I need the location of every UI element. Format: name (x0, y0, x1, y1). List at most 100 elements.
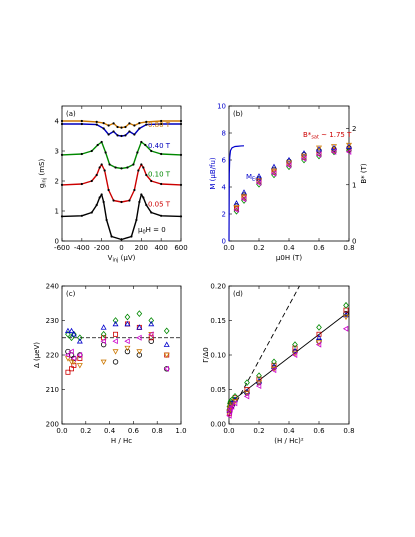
panel-c-marker (65, 369, 71, 375)
panel-b-ytick-label: 10 (217, 103, 226, 111)
panel-d-marker (244, 379, 250, 386)
panel-b-marker (300, 155, 307, 162)
panel-d-ytick-label: 0.05 (210, 386, 226, 394)
panel-d-marker (226, 408, 233, 415)
panel-b-marker (315, 151, 322, 158)
panel-b-marker (301, 150, 307, 156)
panel-c-marker (71, 362, 77, 368)
panel-a-xlabel-sub: inj (112, 258, 118, 264)
panel-d-marker (256, 380, 262, 386)
panel-a-data-point (60, 153, 64, 156)
panel-d-marker (343, 314, 349, 321)
panel-a-data-point (160, 152, 163, 156)
panel-b-tag: (b) (233, 110, 243, 118)
panel-a-ytick-label: 1 (55, 208, 59, 216)
panel-c-ytick-label: 210 (46, 386, 59, 394)
panel-c-xtick-label: 0.4 (104, 427, 116, 435)
panel-a-data-point (160, 122, 163, 126)
panel-c-ytick-label: 220 (46, 352, 59, 360)
panel-a-data-point (98, 196, 101, 199)
panel-d-marker (292, 351, 298, 357)
panel-c-marker (68, 327, 75, 334)
panel-b-meus-main: M (246, 173, 252, 181)
panel-d-marker (228, 403, 235, 410)
panel-c-marker (136, 310, 143, 317)
panel-b-bsat-sub: sat (311, 135, 319, 141)
panel-a-data-point (150, 211, 153, 214)
panel-b-xtick-label: 0.2 (253, 244, 264, 252)
panel-c-ytick-label: 200 (46, 421, 59, 429)
panel-d-marker (244, 387, 250, 392)
panel-c-marker (112, 359, 119, 365)
panel-a-xtick-label: -400 (74, 244, 90, 252)
panel-b-ylabel-left: M (μB/fu) (209, 157, 217, 190)
panel-a-data-point (179, 153, 183, 156)
panel-d-marker (271, 366, 277, 372)
panel-b-marker (286, 156, 292, 163)
panel-b-ytick-right-label: 0 (352, 238, 356, 246)
panel-b-meus-sub: EuS (252, 177, 262, 183)
panel-a-data-point (112, 122, 115, 125)
panel-a-data-point (133, 188, 136, 192)
panel-a-data-point (100, 140, 103, 144)
panel-c-marker (124, 338, 130, 345)
panel-a-data-point (100, 163, 103, 166)
panel-a-ylabel-main: g (38, 184, 46, 188)
panel-a-data-point (102, 122, 105, 125)
panel-a-data-point (140, 140, 143, 144)
panel-a-xtick-label: 600 (174, 244, 187, 252)
panel-b-marker (241, 189, 247, 195)
panel-d-ytick-label: 0.10 (210, 352, 226, 360)
panel-a-data-point (145, 203, 148, 207)
panel-c-xtick-label: 0.8 (152, 427, 163, 435)
panel-a-data-point (133, 133, 136, 136)
panel-a-data-point (128, 199, 131, 202)
panel-d-marker (256, 376, 262, 382)
panel-b-marker (330, 148, 337, 155)
panel-d: 0.0 0.2 0.4 0.6 0.8 0.00 0.05 0.10 0.15 0.20 (d) (H… (202, 283, 355, 446)
panel-a-data-point (96, 143, 99, 147)
panel-c-marker (68, 334, 75, 342)
panel-c-marker (70, 331, 77, 337)
panel-a-data-point (126, 166, 129, 169)
panel-b-magnetization-curve (228, 145, 245, 242)
panel-a-xtick-label: 200 (135, 244, 148, 252)
panel-c-marker (68, 348, 74, 355)
panel-c-marker (163, 352, 170, 359)
panel-b-marker (233, 205, 240, 211)
panel-d-ytick-label: 0.15 (210, 317, 226, 325)
panel-a-data-point (105, 218, 108, 222)
panel-a-data-point (179, 122, 183, 126)
panel-a-xlabel-main: V (108, 254, 113, 262)
panel-a-data-point (179, 183, 183, 186)
panel-a-data-point (112, 130, 115, 133)
panel-a-data-point (102, 200, 105, 204)
panel-a-data-point (95, 173, 98, 177)
panel-c-marker (100, 338, 106, 345)
panel-a-data-point (80, 119, 83, 123)
panel-d-marker (343, 310, 349, 317)
panel-d-marker (271, 362, 277, 368)
panel-c-marker (112, 320, 119, 327)
panel-a-label-mu-sub: 0 (142, 230, 145, 236)
panel-a-tag: (a) (66, 110, 76, 118)
panel-a-data-point (138, 122, 141, 125)
panel-a-data-point (145, 173, 148, 177)
panel-d-marker (255, 383, 262, 390)
panel-a-data-point (128, 122, 131, 125)
panel-a-data-point (114, 166, 117, 169)
panel-a-data-point (120, 134, 123, 138)
panel-c-frame (61, 285, 182, 425)
panel-c-ytick-label: 230 (46, 317, 59, 325)
panel-b-marker (331, 144, 337, 150)
panel-d-marker (291, 352, 298, 358)
panel-a-data-point (112, 199, 115, 202)
panel-a-xtick-label: -200 (94, 244, 110, 252)
panel-a-data-point (95, 123, 98, 126)
panel-c-marker (76, 352, 83, 358)
panel-a-data-point (160, 214, 163, 217)
panel-a-data-point (110, 235, 113, 238)
panel-a-data-point (90, 149, 93, 153)
panel-a-data-point (145, 123, 148, 126)
panel-a-data-point (138, 200, 141, 204)
